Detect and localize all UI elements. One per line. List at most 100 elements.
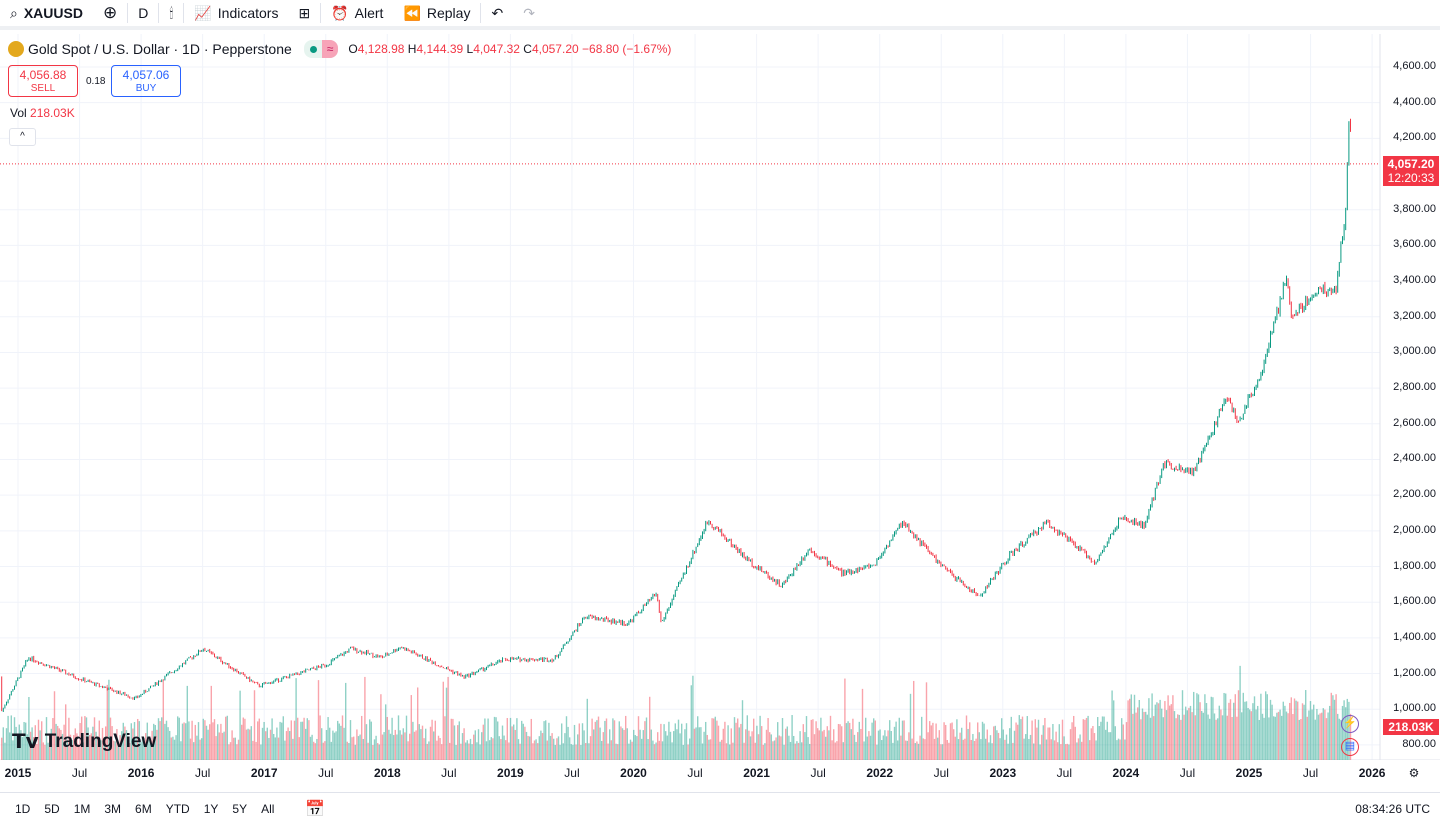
volume-bar — [90, 733, 92, 760]
volume-bar — [945, 724, 947, 760]
volume-bar — [1220, 709, 1222, 760]
volume-bar — [829, 715, 832, 760]
volume-bar — [837, 723, 840, 760]
volume-bar — [1290, 697, 1292, 760]
layouts-button[interactable]: ⊞ — [288, 0, 320, 28]
volume-bar — [1093, 733, 1096, 760]
range-ytd[interactable]: YTD — [165, 801, 190, 816]
interval-button[interactable]: D — [138, 5, 149, 21]
collapse-legend-button[interactable]: ^ — [9, 128, 36, 146]
volume-bar — [1349, 713, 1352, 760]
tv-logo-icon: 𝗧𝘃 — [12, 731, 39, 753]
volume-bar — [825, 736, 827, 760]
volume-bar — [1020, 719, 1022, 760]
volume-bar — [151, 730, 153, 760]
volume-bar — [105, 726, 107, 760]
volume-bar — [21, 737, 24, 760]
range-1m[interactable]: 1M — [73, 801, 91, 816]
alert-button[interactable]: ⏰ Alert — [331, 4, 384, 22]
sell-button[interactable]: 4,056.88 SELL — [8, 65, 78, 97]
volume-bar — [1333, 699, 1336, 760]
volume-bar — [353, 736, 355, 760]
volume-bar — [357, 736, 360, 760]
volume-bar — [330, 741, 332, 760]
volume-bar — [241, 724, 243, 760]
last-price-tag: 4,057.20 12:20:33 — [1383, 156, 1439, 186]
volume-bar — [1149, 717, 1152, 760]
price-tick: 3,000.00 — [1393, 345, 1436, 358]
range-6m[interactable]: 6M — [135, 801, 152, 816]
volume-bar — [308, 720, 310, 760]
time-tick: 2022 — [866, 766, 894, 780]
redo-button[interactable]: ↷ — [513, 0, 545, 28]
volume-bar — [341, 715, 344, 760]
volume-bar — [173, 739, 176, 760]
volume-bar — [213, 719, 216, 760]
volume-bar — [895, 721, 897, 760]
range-all[interactable]: All — [261, 801, 275, 816]
volume-bar — [237, 739, 240, 760]
volume-bar — [927, 732, 929, 760]
volume-bar — [730, 728, 732, 760]
volume-bar — [250, 726, 252, 760]
calendar-goto-icon[interactable]: 📅 — [305, 800, 326, 818]
volume-bar — [887, 730, 889, 760]
volume-bar — [1225, 693, 1227, 760]
volume-bar — [473, 734, 475, 760]
volume-bar — [121, 731, 123, 760]
replay-button[interactable]: ⏪ Replay — [403, 4, 471, 22]
volume-bar — [273, 733, 275, 760]
volume-bar — [821, 731, 824, 760]
time-tick: Jul — [194, 766, 211, 780]
range-1y[interactable]: 1Y — [203, 801, 219, 816]
volume-bar — [797, 742, 800, 760]
volume-bar — [178, 717, 180, 760]
compare-button[interactable]: ⊕ — [93, 0, 127, 28]
volume-bar — [973, 740, 976, 760]
volume-bar — [31, 727, 33, 760]
volume-bar — [156, 729, 158, 760]
undo-button[interactable]: ↶ — [481, 0, 513, 28]
volume-bar — [265, 731, 267, 760]
volume-bar — [410, 695, 412, 760]
chart-type-button[interactable]: 🕯 — [159, 0, 183, 28]
volume-bar — [1042, 725, 1044, 760]
volume-bar — [511, 726, 513, 760]
clock[interactable]: 08:34:26 UTC — [1355, 801, 1430, 816]
volume-bar — [263, 721, 265, 760]
volume-bar — [645, 717, 648, 760]
range-1d[interactable]: 1D — [15, 801, 31, 816]
range-5y[interactable]: 5Y — [232, 801, 248, 816]
us-flag-icon[interactable]: ▤ — [1341, 738, 1359, 756]
volume-bar — [42, 742, 44, 760]
range-5d[interactable]: 5D — [44, 801, 60, 816]
volume-bar — [801, 742, 803, 760]
buy-button[interactable]: 4,057.06 BUY — [111, 65, 181, 97]
price-tick: 800.00 — [1402, 737, 1436, 750]
volume-bar — [490, 737, 492, 760]
volume-bar — [57, 725, 59, 760]
symbol-search[interactable]: ⌕ XAUUSD — [10, 4, 83, 22]
volume-bar — [1100, 721, 1102, 760]
volume-bar — [1101, 716, 1104, 760]
volume-bar — [1260, 693, 1262, 760]
volume-bar — [605, 718, 608, 760]
indicators-button[interactable]: 📈 Indicators — [194, 4, 279, 22]
volume-bar — [221, 732, 224, 760]
volume-bar — [1069, 729, 1072, 760]
volume-bar — [861, 688, 864, 760]
range-3m[interactable]: 3M — [104, 801, 122, 816]
volume-bar — [1311, 709, 1313, 760]
volume-bar — [610, 740, 612, 760]
volume-bar — [245, 729, 248, 760]
lightning-icon[interactable]: ⚡ — [1341, 715, 1359, 733]
volume-bar — [796, 741, 798, 760]
market-status[interactable]: ≈ — [303, 40, 339, 58]
volume-bar — [247, 728, 249, 760]
price-chart[interactable] — [0, 34, 1440, 760]
volume-bar — [1146, 714, 1148, 760]
volume-bar — [2, 727, 4, 760]
volume-bar — [1229, 699, 1232, 760]
volume-bar — [364, 676, 366, 760]
settings-icon[interactable]: ⚙ — [1408, 766, 1420, 780]
